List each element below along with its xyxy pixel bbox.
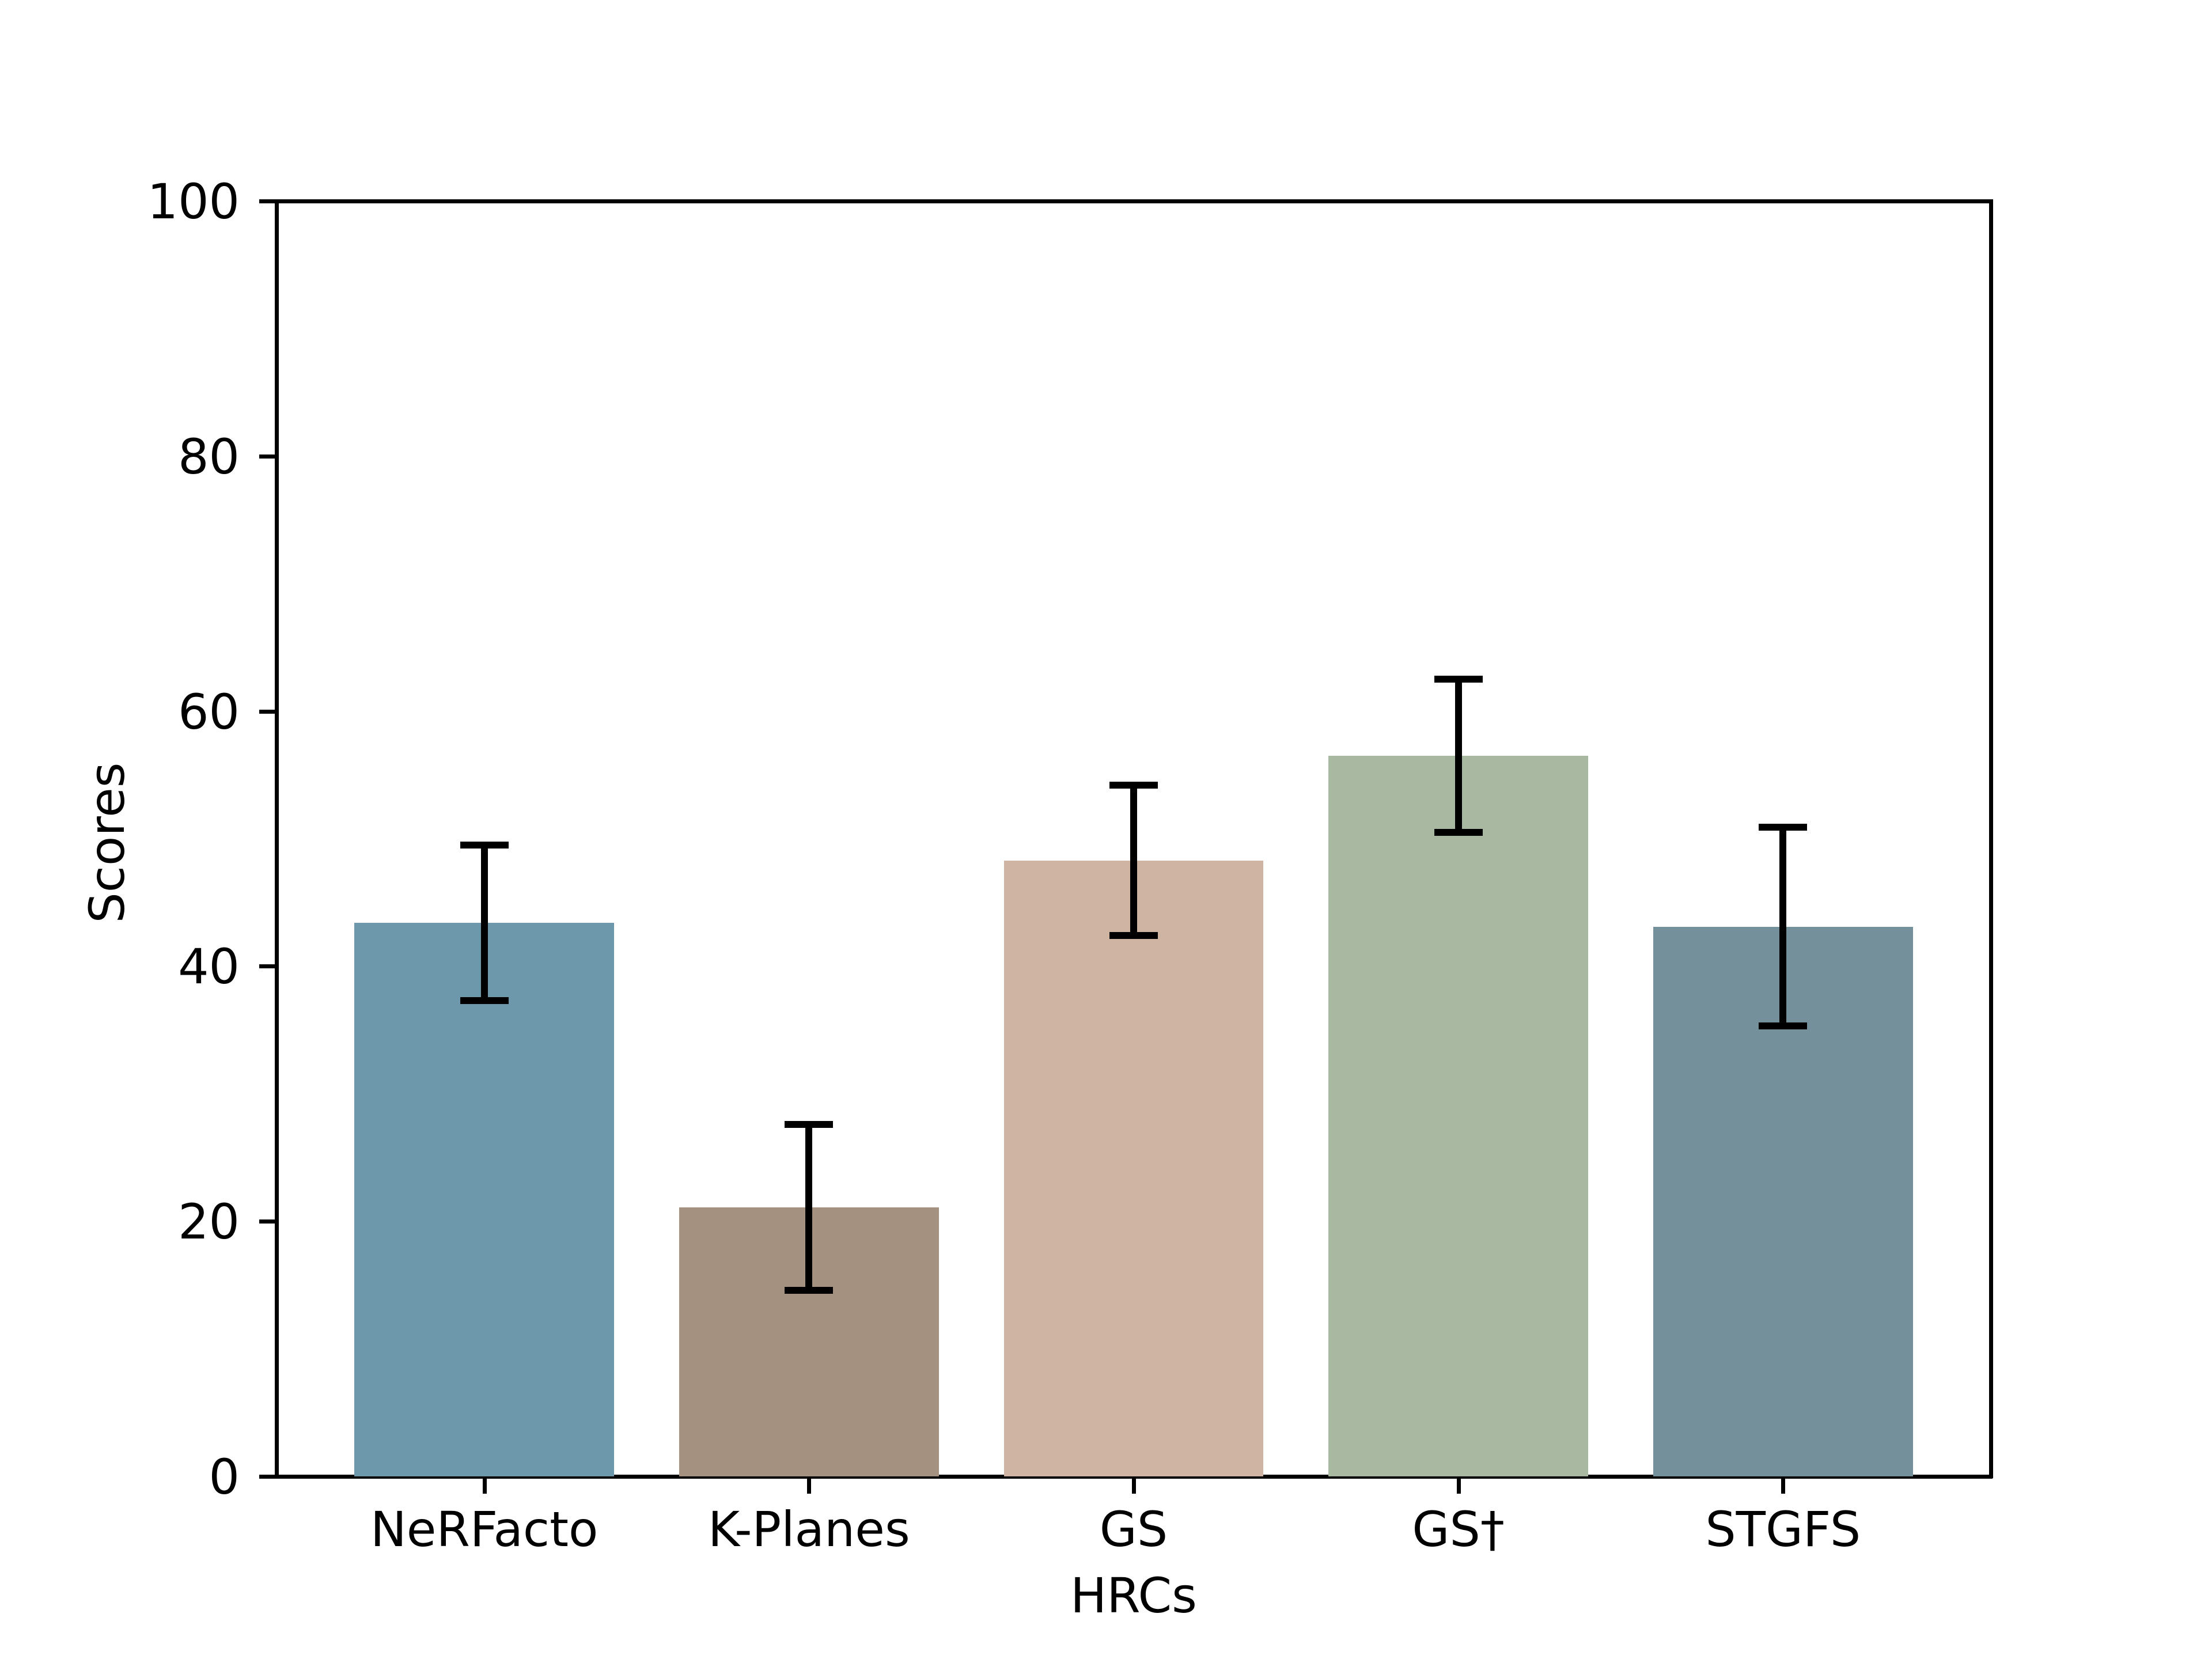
y-tick-label: 60 [178, 683, 240, 740]
error-bar-line [480, 845, 488, 1001]
y-tick [259, 1475, 276, 1479]
y-tick-label: 0 [209, 1449, 240, 1505]
error-bar-cap-bottom [1759, 1022, 1808, 1030]
error-bar-line [805, 1124, 813, 1290]
error-bar-cap-bottom [1109, 932, 1158, 940]
y-tick-label: 100 [147, 173, 240, 230]
x-tick-label: GS [1099, 1501, 1168, 1558]
x-axis-title: HRCs [1070, 1567, 1197, 1624]
error-bar-cap-top [460, 842, 509, 849]
error-bar-cap-bottom [1434, 828, 1483, 836]
x-tick-label: GS† [1412, 1501, 1505, 1558]
axes-spine-right [1989, 199, 1993, 1478]
bar-GS† [1328, 756, 1589, 1476]
y-tick [259, 454, 276, 459]
x-tick [482, 1476, 487, 1494]
y-tick [259, 964, 276, 969]
y-tick-label: 40 [178, 938, 240, 995]
x-tick [1132, 1476, 1136, 1494]
error-bar-cap-bottom [460, 997, 509, 1005]
y-tick-label: 20 [178, 1194, 240, 1251]
x-tick [807, 1476, 812, 1494]
bar-NeRFacto [354, 923, 615, 1476]
y-tick [259, 1219, 276, 1224]
y-axis-title: Scores [79, 762, 135, 923]
y-tick [259, 199, 276, 203]
error-bar-cap-top [785, 1120, 834, 1128]
axes-spine-left [275, 199, 279, 1478]
axes-spine-top [275, 199, 1993, 203]
error-bar-line [1130, 785, 1137, 936]
x-tick-label: K-Planes [707, 1501, 910, 1558]
error-bar-line [1455, 679, 1462, 832]
error-bar-line [1779, 827, 1787, 1027]
x-tick-label: NeRFacto [370, 1501, 599, 1558]
error-bar-cap-bottom [785, 1286, 834, 1294]
y-tick-label: 80 [178, 428, 240, 485]
error-bar-cap-top [1434, 676, 1483, 683]
x-tick [1781, 1476, 1786, 1494]
error-bar-cap-top [1109, 782, 1158, 789]
y-tick [259, 709, 276, 714]
x-tick [1456, 1476, 1461, 1494]
error-bar-cap-top [1759, 824, 1808, 831]
x-tick-label: STGFS [1705, 1501, 1861, 1558]
bar-GS [1003, 860, 1264, 1476]
